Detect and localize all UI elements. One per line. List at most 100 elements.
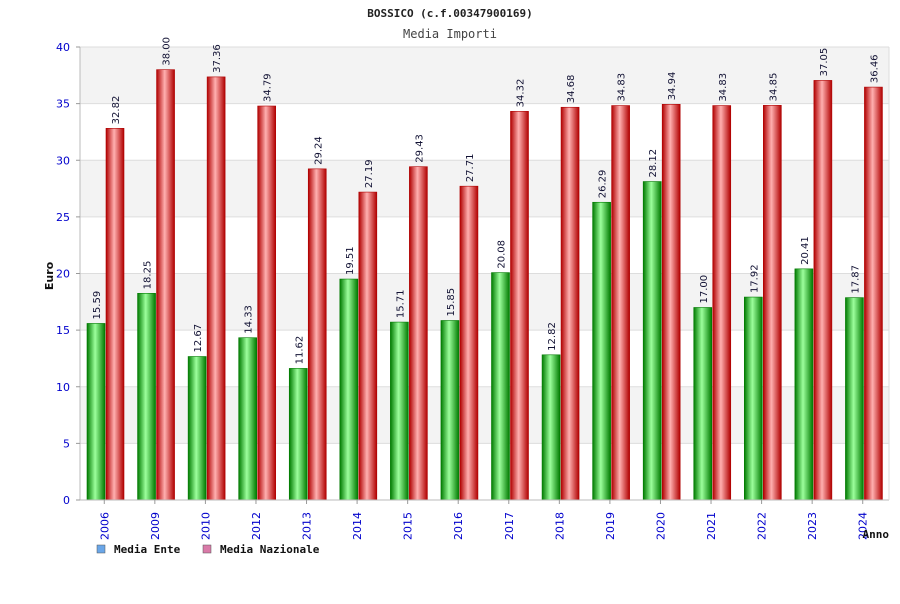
- bar-media-ente: [187, 356, 207, 501]
- y-tick-label: 5: [63, 437, 70, 450]
- bar-media-nazionale: [661, 104, 681, 501]
- bar-value-label: 37.05: [819, 48, 830, 77]
- y-tick-label: 15: [56, 324, 70, 337]
- bar-media-nazionale: [156, 69, 175, 501]
- bar-value-label: 17.87: [850, 265, 861, 294]
- bar-media-ente: [390, 321, 409, 501]
- y-tick-label: 25: [56, 211, 70, 224]
- bar-media-nazionale: [307, 168, 327, 501]
- bar-media-ente: [440, 320, 460, 501]
- bar-media-nazionale: [510, 111, 529, 501]
- bar-media-nazionale: [206, 76, 226, 501]
- bar-value-label: 34.68: [566, 75, 577, 104]
- x-tick-label: 2019: [604, 512, 617, 540]
- bar-value-label: 38.00: [162, 37, 173, 66]
- bar-value-label: 36.46: [869, 54, 880, 83]
- bar-value-label: 32.82: [111, 96, 122, 125]
- y-tick-label: 40: [56, 41, 70, 54]
- x-tick-label: 2021: [705, 512, 718, 540]
- x-tick-label: 2016: [452, 512, 465, 540]
- bar-media-ente: [693, 307, 713, 501]
- bar-value-label: 12.82: [547, 322, 558, 351]
- bar-media-ente: [541, 354, 561, 501]
- bar-media-nazionale: [560, 106, 580, 501]
- bar-value-label: 11.62: [294, 336, 305, 365]
- bar-value-label: 27.19: [364, 159, 375, 188]
- bar-media-ente: [642, 181, 662, 501]
- bar-value-label: 18.25: [143, 261, 154, 290]
- x-tick-label: 2014: [351, 512, 364, 540]
- x-tick-label: 2013: [301, 512, 314, 540]
- bar-value-label: 34.79: [263, 73, 274, 102]
- bar-value-label: 20.41: [800, 236, 811, 265]
- y-tick-label: 35: [56, 98, 70, 111]
- bar-value-label: 28.12: [648, 149, 659, 178]
- bar-value-label: 34.83: [718, 73, 729, 102]
- x-tick-label: 2015: [402, 512, 415, 540]
- bar-media-ente: [238, 337, 257, 501]
- bar-media-nazionale: [611, 105, 630, 501]
- bar-value-label: 15.85: [446, 288, 457, 317]
- x-tick-label: 2023: [806, 512, 819, 540]
- bar-value-label: 29.24: [313, 136, 324, 165]
- bar-media-ente: [845, 297, 864, 501]
- bar-media-nazionale: [105, 128, 125, 501]
- x-tick-label: 2017: [503, 512, 516, 540]
- bar-media-nazionale: [763, 105, 782, 501]
- chart-subtitle: Media Importi: [403, 27, 497, 41]
- bar-value-label: 34.32: [516, 79, 527, 108]
- bar-value-label: 14.33: [244, 305, 255, 334]
- bar-media-nazionale: [358, 191, 378, 501]
- x-axis-label: Anno: [863, 528, 890, 541]
- bar-value-label: 20.08: [497, 240, 508, 269]
- bar-value-label: 34.85: [768, 73, 779, 102]
- bar-value-label: 17.00: [699, 275, 710, 304]
- bar-media-ente: [137, 293, 156, 501]
- y-tick-label: 20: [56, 268, 70, 281]
- bar-media-ente: [339, 278, 359, 501]
- bar-value-label: 19.51: [345, 246, 356, 275]
- bar-media-nazionale: [712, 105, 732, 501]
- bar-value-label: 12.67: [193, 324, 204, 353]
- x-tick-label: 2009: [149, 512, 162, 540]
- bar-value-label: 29.43: [414, 134, 425, 163]
- bar-media-nazionale: [257, 105, 276, 501]
- x-tick-label: 2010: [199, 512, 212, 540]
- x-tick-label: 2012: [250, 512, 263, 540]
- y-tick-label: 0: [63, 494, 70, 507]
- bar-value-label: 34.83: [617, 73, 628, 102]
- bar-media-nazionale: [409, 166, 428, 501]
- bar-value-label: 17.92: [749, 264, 760, 293]
- chart-title: BOSSICO (c.f.00347900169): [367, 7, 533, 20]
- bar-media-nazionale: [459, 185, 479, 501]
- bar-media-ente: [491, 272, 510, 501]
- legend-label: Media Nazionale: [220, 543, 320, 556]
- x-tick-label: 2020: [654, 512, 667, 540]
- y-tick-label: 30: [56, 154, 70, 167]
- bar-value-label: 15.71: [395, 289, 406, 318]
- legend-swatch: [96, 544, 106, 554]
- bar-value-label: 34.94: [667, 72, 678, 101]
- x-tick-label: 2022: [756, 512, 769, 540]
- legend-swatch: [202, 544, 212, 554]
- bar-media-nazionale: [813, 80, 833, 501]
- bar-value-label: 37.36: [212, 44, 223, 73]
- bar-media-ente: [86, 323, 106, 501]
- bar-media-ente: [744, 296, 763, 501]
- legend: Media Ente Media Nazionale: [96, 543, 320, 556]
- bar-value-label: 15.59: [92, 291, 103, 320]
- y-axis-label: Euro: [43, 261, 56, 290]
- bar-value-label: 26.29: [598, 170, 609, 199]
- y-tick-label: 10: [56, 381, 70, 394]
- x-tick-label: 2018: [553, 512, 566, 540]
- x-tick-label: 2006: [98, 512, 111, 540]
- bar-media-nazionale: [864, 86, 883, 501]
- legend-label: Media Ente: [114, 543, 181, 556]
- x-tick-label: 2024: [857, 512, 870, 540]
- bar-media-ente: [794, 268, 814, 501]
- bar-value-label: 27.71: [465, 154, 476, 183]
- bar-media-ente: [592, 201, 611, 501]
- bar-media-ente: [288, 368, 308, 501]
